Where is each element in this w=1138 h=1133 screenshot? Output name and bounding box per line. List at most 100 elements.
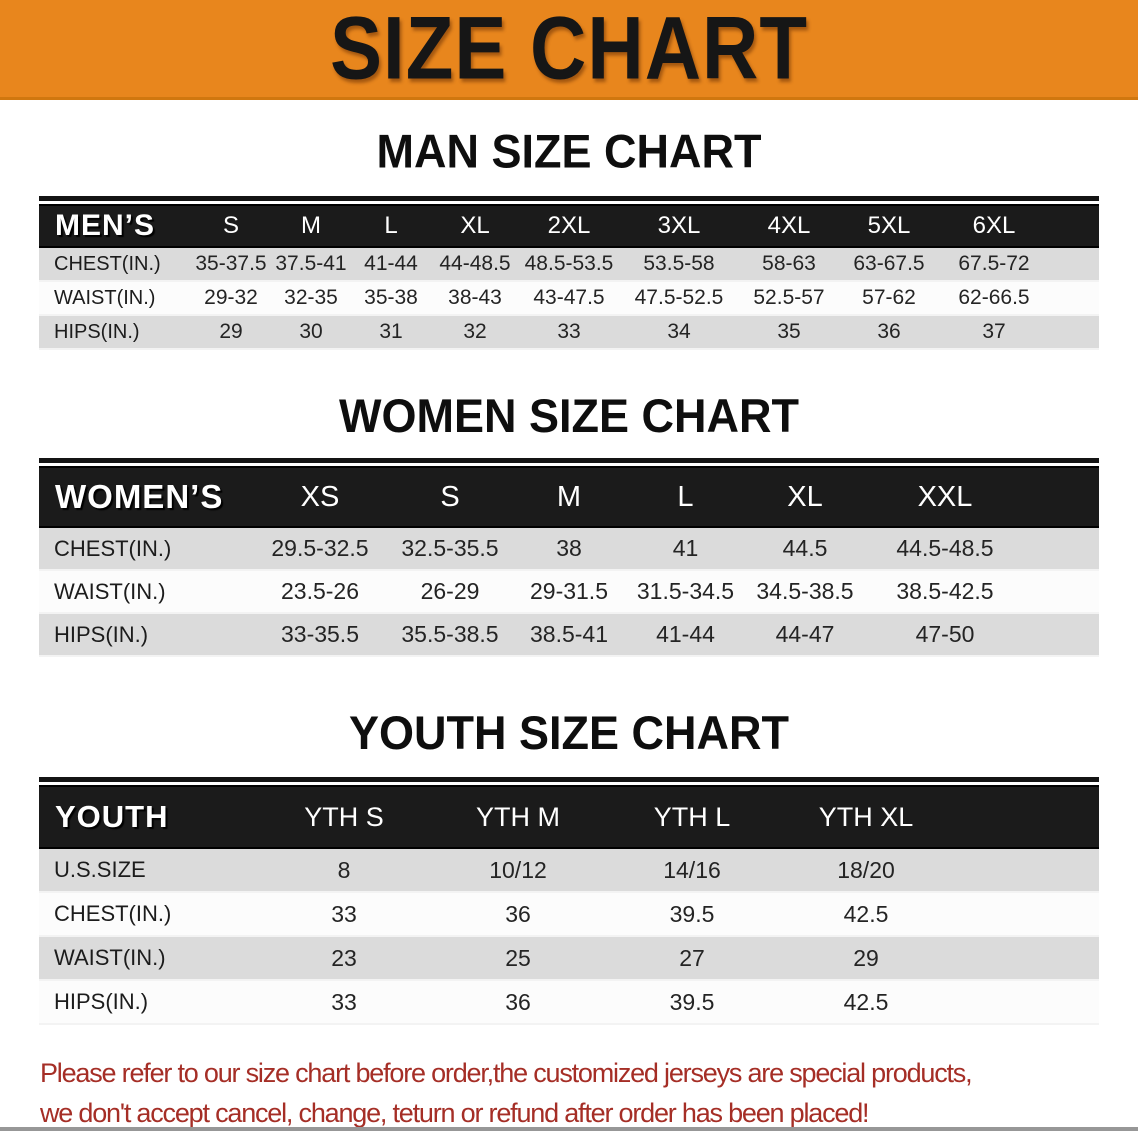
row-label: WAIST(IN.)	[39, 570, 251, 614]
spacer-cell	[953, 785, 1099, 849]
youth-col-header: YTH M	[431, 785, 605, 849]
table-cell: 41	[627, 527, 744, 571]
table-cell: 29-31.5	[511, 570, 627, 614]
youth-col-header: YTH S	[257, 785, 431, 849]
youth-header-row: YOUTH YTH S YTH M YTH L YTH XL	[39, 785, 1099, 849]
bottom-rule	[0, 1127, 1138, 1131]
youth-section-heading: YOUTH SIZE CHART	[348, 705, 789, 760]
spacer-cell	[953, 892, 1099, 937]
table-cell: 42.5	[779, 892, 953, 937]
men-col-header: 3XL	[619, 204, 739, 248]
women-table-top-rule	[39, 458, 1099, 463]
table-cell: 23.5-26	[251, 570, 389, 614]
footer-notice: Please refer to our size chart before or…	[40, 1053, 1138, 1133]
women-col-header: XL	[744, 466, 866, 528]
table-cell: 36	[431, 980, 605, 1025]
women-section-heading: WOMEN SIZE CHART	[339, 388, 799, 443]
women-col-header: XS	[251, 466, 389, 528]
spacer-cell	[1049, 204, 1099, 248]
men-section-heading: MAN SIZE CHART	[376, 124, 762, 179]
table-cell: 31.5-34.5	[627, 570, 744, 614]
men-col-header: 4XL	[739, 204, 839, 248]
youth-size-section: YOUTH SIZE CHART YOUTH YTH S YTH M YTH L…	[0, 705, 1138, 1025]
table-cell: 31	[351, 315, 431, 350]
row-label: CHEST(IN.)	[39, 527, 251, 571]
men-hips-row: HIPS(IN.) 29 30 31 32 33 34 35 36 37	[39, 315, 1099, 350]
men-table-top-rule	[39, 196, 1099, 201]
notice-line2: we don't accept cancel, change, teturn o…	[40, 1098, 870, 1128]
table-cell: 26-29	[389, 570, 511, 614]
men-col-header: 2XL	[519, 204, 619, 248]
spacer-cell	[1024, 570, 1099, 614]
women-chest-row: CHEST(IN.) 29.5-32.5 32.5-35.5 38 41 44.…	[39, 527, 1099, 571]
women-waist-row: WAIST(IN.) 23.5-26 26-29 29-31.5 31.5-34…	[39, 570, 1099, 614]
table-cell: 29-32	[191, 281, 271, 316]
table-cell: 63-67.5	[839, 247, 939, 282]
spacer-cell	[1049, 315, 1099, 350]
table-cell: 29	[191, 315, 271, 350]
men-waist-row: WAIST(IN.) 29-32 32-35 35-38 38-43 43-47…	[39, 281, 1099, 316]
table-cell: 33-35.5	[251, 613, 389, 657]
youth-waist-row: WAIST(IN.) 23 25 27 29	[39, 936, 1099, 981]
men-col-header: L	[351, 204, 431, 248]
table-cell: 47-50	[866, 613, 1024, 657]
table-cell: 44-48.5	[431, 247, 519, 282]
row-label: CHEST(IN.)	[39, 892, 257, 937]
men-corner-label: MEN’S	[39, 204, 191, 248]
table-cell: 41-44	[351, 247, 431, 282]
page-title: SIZE CHART	[330, 0, 808, 99]
table-cell: 23	[257, 936, 431, 981]
spacer-cell	[953, 848, 1099, 893]
table-cell: 27	[605, 936, 779, 981]
row-label: HIPS(IN.)	[39, 315, 191, 350]
table-cell: 8	[257, 848, 431, 893]
youth-col-header: YTH XL	[779, 785, 953, 849]
table-cell: 35-38	[351, 281, 431, 316]
women-corner-label: WOMEN’S	[39, 466, 251, 528]
table-cell: 33	[257, 980, 431, 1025]
banner: SIZE CHART	[0, 0, 1138, 100]
spacer-cell	[1024, 466, 1099, 528]
table-cell: 58-63	[739, 247, 839, 282]
table-cell: 14/16	[605, 848, 779, 893]
table-cell: 32	[431, 315, 519, 350]
table-cell: 29.5-32.5	[251, 527, 389, 571]
men-col-header: M	[271, 204, 351, 248]
spacer-cell	[1049, 281, 1099, 316]
table-cell: 10/12	[431, 848, 605, 893]
men-col-header: 6XL	[939, 204, 1049, 248]
table-cell: 25	[431, 936, 605, 981]
table-cell: 35	[739, 315, 839, 350]
table-cell: 33	[519, 315, 619, 350]
table-cell: 52.5-57	[739, 281, 839, 316]
table-cell: 18/20	[779, 848, 953, 893]
table-cell: 36	[839, 315, 939, 350]
men-col-header: 5XL	[839, 204, 939, 248]
women-size-table: WOMEN’S XS S M L XL XXL CHEST(IN.) 29.5-…	[39, 466, 1099, 657]
spacer-cell	[1049, 247, 1099, 282]
table-cell: 36	[431, 892, 605, 937]
table-cell: 41-44	[627, 613, 744, 657]
spacer-cell	[1024, 613, 1099, 657]
women-size-section: WOMEN SIZE CHART WOMEN’S XS S M L XL XXL	[0, 388, 1138, 657]
youth-ussize-row: U.S.SIZE 8 10/12 14/16 18/20	[39, 848, 1099, 893]
table-cell: 35.5-38.5	[389, 613, 511, 657]
men-header-row: MEN’S S M L XL 2XL 3XL 4XL 5XL 6XL	[39, 204, 1099, 248]
table-cell: 42.5	[779, 980, 953, 1025]
youth-corner-label: YOUTH	[39, 785, 257, 849]
table-cell: 33	[257, 892, 431, 937]
table-cell: 38-43	[431, 281, 519, 316]
youth-hips-row: HIPS(IN.) 33 36 39.5 42.5	[39, 980, 1099, 1025]
table-cell: 57-62	[839, 281, 939, 316]
row-label: HIPS(IN.)	[39, 613, 251, 657]
table-cell: 38.5-42.5	[866, 570, 1024, 614]
row-label: U.S.SIZE	[39, 848, 257, 893]
spacer-cell	[953, 980, 1099, 1025]
youth-col-header: YTH L	[605, 785, 779, 849]
table-cell: 37	[939, 315, 1049, 350]
women-header-row: WOMEN’S XS S M L XL XXL	[39, 466, 1099, 528]
table-cell: 38	[511, 527, 627, 571]
table-cell: 39.5	[605, 892, 779, 937]
row-label: CHEST(IN.)	[39, 247, 191, 282]
